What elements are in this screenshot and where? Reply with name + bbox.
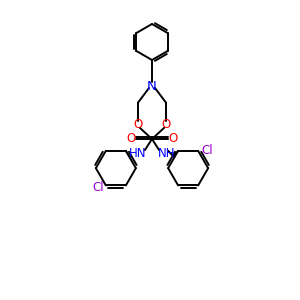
Text: Cl: Cl (92, 181, 104, 194)
Text: Cl: Cl (201, 144, 213, 157)
Text: HN: HN (129, 147, 147, 160)
Text: NH: NH (158, 147, 175, 160)
Text: N: N (147, 80, 157, 92)
Text: O: O (168, 133, 178, 146)
Text: O: O (133, 118, 142, 131)
Text: O: O (126, 133, 136, 146)
Text: O: O (161, 118, 171, 131)
